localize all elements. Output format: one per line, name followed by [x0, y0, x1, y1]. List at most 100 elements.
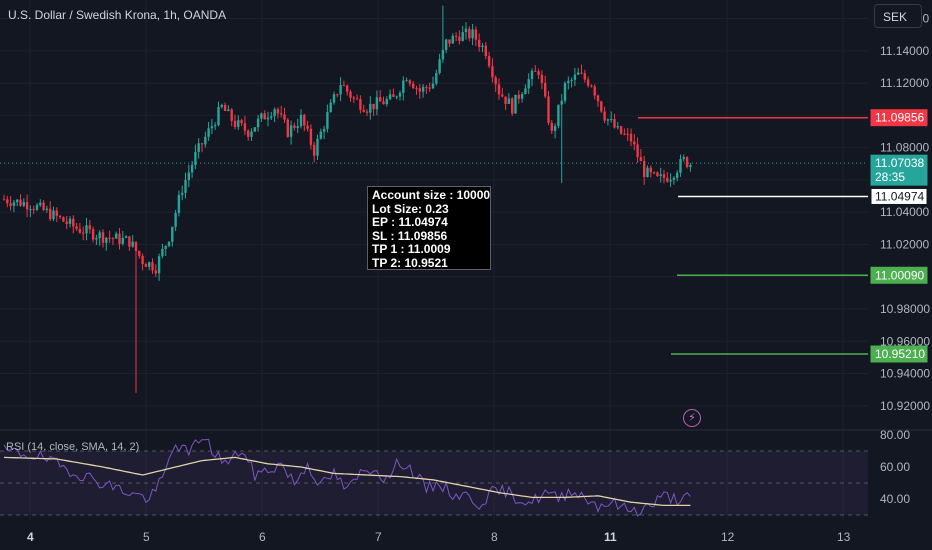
entry-price-tag-bg	[870, 187, 928, 205]
candle-body	[230, 109, 233, 121]
candle-body	[418, 88, 421, 92]
candle-body	[646, 167, 649, 178]
candle-body	[557, 104, 560, 126]
candle-body	[392, 94, 395, 97]
candle-body	[101, 232, 105, 243]
candles	[2, 5, 692, 393]
entry-price-tag: 11.04974	[875, 189, 924, 203]
candle-body	[431, 83, 435, 89]
candle-body	[68, 218, 72, 224]
candle-body	[138, 250, 141, 256]
info-account-size: Account size : 10000	[372, 188, 491, 202]
candle-body	[157, 256, 161, 274]
candle-body	[280, 113, 283, 115]
candle-body	[25, 202, 29, 210]
candle-body	[454, 35, 458, 37]
last-price-tag-countdown: 28:35	[875, 170, 905, 184]
rsi-tick-label: 80.00	[880, 428, 910, 442]
candle-body	[560, 100, 563, 105]
candle-body	[260, 113, 263, 119]
candle-body	[75, 226, 78, 229]
candle-body	[461, 32, 464, 41]
time-axis[interactable]: 4 5 6 7 8 11 12 13	[27, 530, 851, 544]
time-tick-label: 11	[604, 530, 617, 544]
candle-body	[91, 229, 95, 240]
price-axis[interactable]: 11.1600011.1400011.1200011.0800011.04000…	[880, 12, 930, 413]
time-tick-label: 6	[259, 530, 266, 544]
candle-body	[339, 85, 342, 95]
candle-body	[689, 165, 692, 168]
candle-body	[111, 238, 115, 240]
candle-body	[217, 107, 220, 126]
candle-body	[276, 109, 280, 114]
candle-body	[72, 218, 75, 227]
candle-body	[633, 141, 636, 145]
price-tick-label: 10.94000	[880, 367, 930, 381]
candle-body	[329, 102, 332, 113]
candle-body	[481, 45, 484, 48]
last-price-tag: 11.07038	[875, 156, 924, 170]
candle-body	[501, 94, 504, 97]
candle-body	[263, 113, 266, 120]
info-tp1: TP 1 : 11.0009	[372, 242, 451, 256]
candle-body	[124, 236, 128, 238]
candle-body	[596, 95, 600, 102]
candle-body	[527, 79, 530, 89]
candle-body	[273, 109, 276, 117]
candle-body	[2, 199, 6, 201]
candle-body	[652, 172, 656, 174]
candle-body	[227, 109, 230, 111]
lightning-icon[interactable]: ⚡	[683, 409, 701, 427]
candle-body	[435, 73, 438, 84]
candle-body	[494, 77, 497, 85]
candle-body	[78, 228, 82, 233]
candle-body	[600, 101, 603, 112]
rsi-indicator-label[interactable]: RSI (14, close, SMA, 14, 2)	[6, 441, 140, 453]
candle-body	[412, 83, 415, 89]
candle-body	[214, 125, 217, 127]
time-tick-label: 12	[721, 530, 735, 544]
rsi-tick-label: 60.00	[880, 460, 910, 474]
candle-body	[573, 74, 577, 80]
candle-body	[382, 101, 385, 105]
candle-body	[636, 144, 639, 158]
candle-body	[659, 174, 662, 177]
candle-body	[184, 179, 187, 193]
candle-body	[662, 174, 666, 178]
rsi-line	[3, 438, 691, 517]
candle-body	[22, 202, 25, 206]
candle-body	[685, 157, 689, 168]
candle-body	[299, 114, 303, 127]
candle-body	[250, 131, 253, 137]
candle-body	[9, 203, 12, 206]
candle-body	[296, 126, 299, 128]
candle-body	[29, 209, 32, 211]
candle-body	[553, 125, 557, 131]
candle-body	[438, 59, 441, 74]
info-stop-loss: SL : 11.09856	[372, 228, 448, 243]
candle-body	[134, 241, 138, 251]
candle-body	[204, 136, 207, 145]
candle-body	[108, 237, 111, 239]
candle-body	[35, 205, 39, 210]
sl-price-tag-bg	[870, 109, 928, 127]
currency-button[interactable]: SEK	[874, 4, 922, 28]
rsi-axis: 80.00 60.00 40.00	[880, 428, 910, 506]
candle-body	[342, 85, 346, 87]
price-tick-label: 11.04000	[880, 205, 929, 219]
candle-body	[220, 105, 223, 108]
candle-body	[491, 66, 494, 78]
candle-body	[52, 210, 55, 220]
last-price-tag-bg	[870, 154, 928, 186]
candle-body	[623, 133, 626, 135]
candle-body	[478, 39, 481, 48]
candle-body	[603, 111, 606, 121]
price-tick-label: 10.98000	[880, 302, 930, 316]
candle-body	[270, 116, 273, 118]
candle-body	[580, 72, 583, 74]
price-tick-label: 10.92000	[880, 399, 930, 413]
candle-body	[223, 105, 227, 111]
candle-body	[303, 114, 306, 126]
